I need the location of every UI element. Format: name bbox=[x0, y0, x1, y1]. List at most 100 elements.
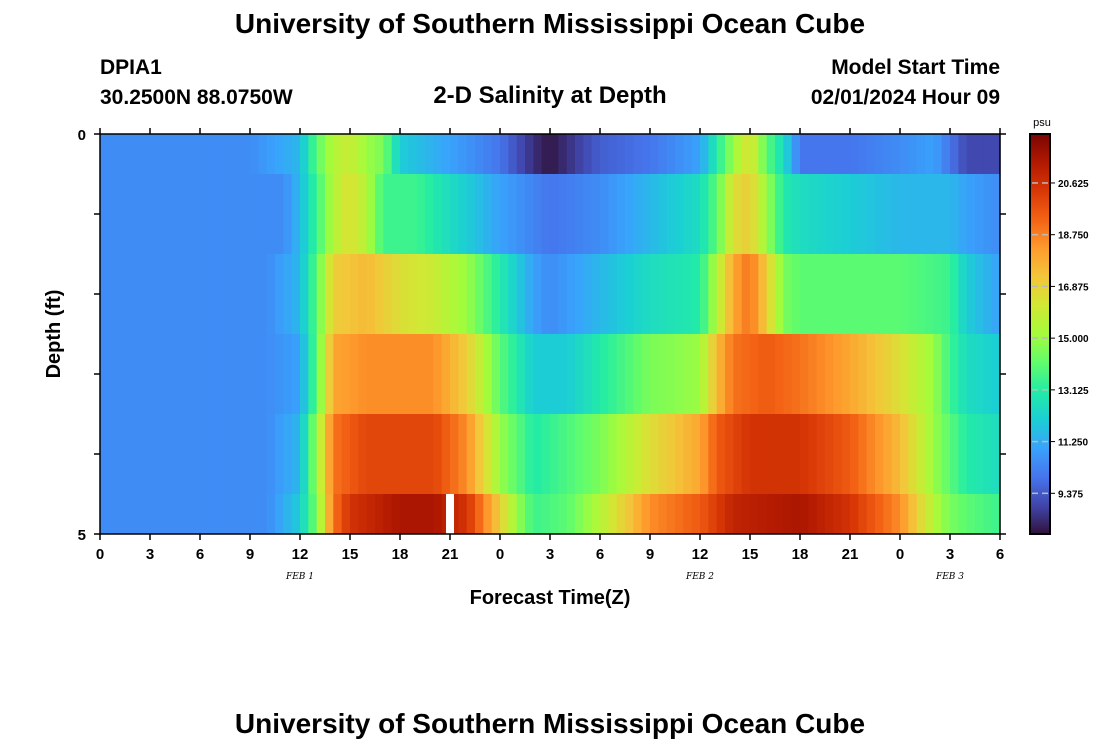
heatmap-cell bbox=[916, 134, 926, 175]
heatmap-cell bbox=[558, 254, 568, 335]
heatmap-cell bbox=[108, 414, 118, 495]
heatmap-cell bbox=[483, 494, 493, 535]
heatmap-cell bbox=[466, 414, 476, 495]
heatmap-cell bbox=[841, 134, 851, 175]
heatmap-cell bbox=[583, 494, 593, 535]
heatmap-cell bbox=[450, 174, 459, 255]
heatmap-cell bbox=[558, 334, 568, 415]
salinity-heatmap-chart: 0 3 6 9 12 15 18 21 0 3 6 9 12 15 18 21 0 3 6 FEB 1 FEB 2 FEB… bbox=[43, 117, 1089, 609]
heatmap-cell bbox=[908, 334, 918, 415]
heatmap-cell bbox=[458, 174, 468, 255]
heatmap-cell bbox=[666, 414, 676, 495]
heatmap-cell bbox=[616, 174, 626, 255]
heatmap-cell bbox=[900, 334, 909, 415]
heatmap-cell bbox=[775, 414, 784, 495]
heatmap-cell bbox=[941, 254, 951, 335]
x-axis-label: Forecast Time(Z) bbox=[470, 587, 631, 609]
heatmap-cell bbox=[658, 414, 668, 495]
heatmap-cell bbox=[566, 494, 576, 535]
heatmap-cell bbox=[416, 414, 426, 495]
heatmap-cell bbox=[375, 494, 384, 535]
heatmap-cell bbox=[550, 174, 559, 255]
heatmap-cell bbox=[233, 334, 243, 415]
heatmap-cell bbox=[350, 174, 359, 255]
heatmap-cell bbox=[266, 134, 276, 175]
heatmap-cell bbox=[100, 494, 109, 535]
heatmap-cell bbox=[541, 494, 551, 535]
heatmap-cell bbox=[533, 254, 543, 335]
heatmap-cell bbox=[325, 494, 334, 535]
heatmap-cell bbox=[500, 494, 509, 535]
heatmap-cell bbox=[125, 334, 134, 415]
x-tick-label: 6 bbox=[596, 546, 604, 563]
heatmap-cell bbox=[316, 494, 326, 535]
heatmap-cell bbox=[783, 174, 793, 255]
heatmap-cell bbox=[308, 414, 318, 495]
heatmap-cell bbox=[591, 254, 601, 335]
heatmap-cell bbox=[425, 494, 434, 535]
heatmap-cell bbox=[108, 174, 118, 255]
heatmap-cell bbox=[900, 254, 909, 335]
heatmap-cell bbox=[575, 254, 584, 335]
heatmap-cell bbox=[916, 174, 926, 255]
heatmap-cell bbox=[275, 134, 284, 175]
heatmap-cell bbox=[916, 334, 926, 415]
heatmap-cell bbox=[383, 494, 393, 535]
heatmap-cell bbox=[608, 254, 618, 335]
heatmap-cell bbox=[958, 254, 968, 335]
heatmap-cell bbox=[575, 174, 584, 255]
y-axis-label: Depth (ft) bbox=[43, 290, 65, 379]
heatmap-cell bbox=[325, 334, 334, 415]
heatmap-cell bbox=[975, 174, 984, 255]
heatmap-cell bbox=[683, 174, 693, 255]
heatmap-cell bbox=[391, 494, 401, 535]
heatmap-cell bbox=[216, 494, 226, 535]
heatmap-cell bbox=[408, 254, 418, 335]
heatmap-cell bbox=[358, 494, 368, 535]
heatmap-cell bbox=[283, 254, 293, 335]
heatmap-cell bbox=[858, 414, 868, 495]
heatmap-cell bbox=[533, 494, 543, 535]
heatmap-cell bbox=[983, 254, 993, 335]
heatmap-cell bbox=[283, 334, 293, 415]
heatmap-cell bbox=[783, 334, 793, 415]
heatmap-cell bbox=[108, 254, 118, 335]
heatmap-cell bbox=[700, 414, 709, 495]
heatmap-cell bbox=[883, 414, 893, 495]
heatmap-cell bbox=[291, 254, 301, 335]
heatmap-cell bbox=[433, 494, 443, 535]
heatmap-cell bbox=[516, 254, 526, 335]
heatmap-cell bbox=[816, 414, 826, 495]
heatmap-cell bbox=[525, 134, 534, 175]
heatmap-cell bbox=[700, 134, 709, 175]
heatmap-cell bbox=[766, 134, 776, 175]
heatmap-cell bbox=[191, 134, 201, 175]
heatmap-cell bbox=[166, 134, 176, 175]
heatmap-cell bbox=[691, 334, 701, 415]
heatmap-cell bbox=[308, 334, 318, 415]
heatmap-cell bbox=[666, 334, 676, 415]
heatmap-cell bbox=[108, 134, 118, 175]
heatmap-cell bbox=[641, 414, 651, 495]
heatmap-cell bbox=[391, 134, 401, 175]
heatmap-cell bbox=[516, 174, 526, 255]
heatmap-cell bbox=[958, 174, 968, 255]
heatmap-cell bbox=[458, 254, 468, 335]
heatmap-cell bbox=[141, 414, 151, 495]
heatmap-cell bbox=[991, 254, 1001, 335]
heatmap-cell bbox=[150, 174, 159, 255]
heatmap-cell bbox=[466, 174, 476, 255]
heatmap-cell bbox=[825, 414, 834, 495]
heatmap-cell bbox=[125, 414, 134, 495]
heatmap-cell bbox=[550, 134, 559, 175]
colorbar-tick-label: 9.375 bbox=[1058, 489, 1083, 500]
date-label: FEB 3 bbox=[935, 572, 964, 582]
heatmap-cell bbox=[825, 494, 834, 535]
heatmap-cell bbox=[466, 334, 476, 415]
heatmap-cell bbox=[566, 134, 576, 175]
heatmap-cell bbox=[683, 414, 693, 495]
heatmap-cell bbox=[141, 334, 151, 415]
heatmap-cell bbox=[483, 134, 493, 175]
heatmap-cell bbox=[333, 414, 343, 495]
colorbar-unit-label: psu bbox=[1033, 117, 1051, 129]
